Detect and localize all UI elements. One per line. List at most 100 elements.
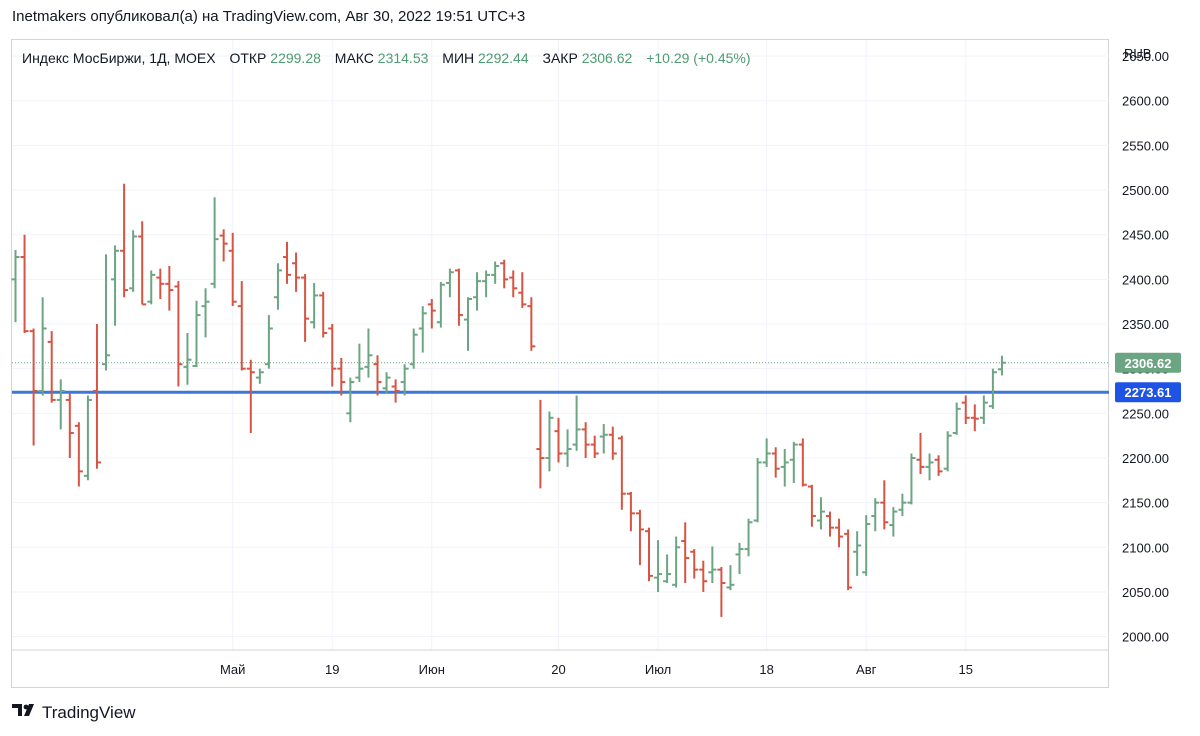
- ohlc-bar: [219, 229, 228, 262]
- ohlc-bar: [138, 221, 147, 306]
- ohlc-bar: [717, 566, 726, 617]
- ohlc-bar: [509, 270, 518, 298]
- y-tick-label: 2400.00: [1122, 272, 1169, 287]
- ohlc-bar: [174, 281, 183, 387]
- ohlc-bar: [681, 522, 690, 584]
- legend-change: +10.29 (+0.45%): [646, 50, 750, 66]
- ohlc-bar: [20, 234, 29, 333]
- y-tick-label: 2150.00: [1122, 496, 1169, 511]
- ohlc-bar: [454, 268, 463, 326]
- ohlc-bar: [943, 431, 952, 472]
- ohlc-bar: [925, 453, 934, 481]
- ohlc-bar: [292, 252, 301, 292]
- ohlc-bar: [590, 435, 599, 458]
- y-tick-label: 2050.00: [1122, 585, 1169, 600]
- ohlc-bar: [581, 422, 590, 458]
- ohlc-bar: [29, 328, 38, 446]
- legend-low-value: 2292.44: [478, 50, 529, 66]
- x-tick-label: Июл: [645, 662, 671, 677]
- ohlc-bar: [129, 230, 138, 292]
- ohlc-bar: [645, 527, 653, 582]
- ohlc-bar: [518, 272, 527, 308]
- y-tick-label: 2600.00: [1122, 94, 1169, 109]
- ohlc-bar: [355, 343, 364, 383]
- ohlc-bar: [726, 565, 735, 591]
- footer-brand: TradingView: [42, 702, 136, 722]
- ohlc-bar: [762, 438, 771, 467]
- legend-high-value: 2314.53: [378, 50, 429, 66]
- ohlc-bar: [789, 441, 798, 483]
- ohlc-bar: [183, 332, 192, 385]
- ohlc-bar: [626, 491, 635, 532]
- ohlc-bar: [635, 509, 644, 566]
- ohlc-bar: [952, 402, 961, 435]
- hline-price-badge-bg: [1115, 382, 1181, 403]
- y-tick-label: 2350.00: [1122, 317, 1169, 332]
- ohlc-bar: [255, 368, 264, 384]
- ohlc-bar: [319, 291, 328, 338]
- ohlc-bar: [436, 282, 445, 328]
- y-tick-label: 2250.00: [1122, 406, 1169, 421]
- ohlc-bar: [120, 183, 129, 298]
- ohlc-bar: [147, 270, 156, 305]
- ohlc-bar: [264, 315, 273, 369]
- ohlc-bar: [934, 455, 943, 476]
- ohlc-bar: [798, 438, 807, 487]
- ohlc-bar: [807, 484, 816, 527]
- ohlc-bar: [237, 281, 246, 371]
- last-price-badge-bg: [1115, 352, 1181, 373]
- y-tick-label: 2200.00: [1122, 451, 1169, 466]
- ohlc-bar: [38, 297, 47, 396]
- x-tick-label: 20: [551, 662, 565, 677]
- footer[interactable]: TradingView: [12, 702, 136, 723]
- ohlc-bar: [337, 357, 346, 396]
- ohlc-bar: [111, 245, 120, 326]
- ohlc-bar: [47, 331, 56, 403]
- ohlc-bar: [65, 393, 74, 458]
- ohlc-bar: [880, 480, 889, 530]
- y-tick-label: 2000.00: [1122, 630, 1169, 645]
- ohlc-bar: [907, 453, 916, 505]
- ohlc-bar: [916, 432, 925, 475]
- chart-grid: [12, 40, 1109, 650]
- ohlc-bar: [780, 449, 789, 487]
- ohlc-bar: [871, 498, 880, 532]
- legend: Индекс МосБиржи, 1Д, MOEX ОТКР 2299.28 М…: [22, 50, 751, 66]
- last-price-badge: 2306.62: [1125, 356, 1172, 371]
- legend-open-label: ОТКР: [229, 50, 266, 66]
- ohlc-bar: [599, 424, 608, 454]
- y-tick-label: 2100.00: [1122, 540, 1169, 555]
- x-tick-label: Май: [220, 662, 245, 677]
- y-tick-label: 2650.00: [1122, 49, 1169, 64]
- ohlc-bar: [328, 324, 337, 387]
- ohlc-bar: [979, 395, 988, 425]
- ohlc-bar: [11, 249, 20, 323]
- legend-high-label: МАКС: [335, 50, 374, 66]
- ohlc-bar: [708, 546, 717, 584]
- ohlc-bar: [400, 364, 409, 396]
- x-tick-label: 18: [759, 662, 773, 677]
- y-axis: 2000.00 2050.00 2100.00 2150.00 2200.00 2250.…: [1115, 49, 1181, 645]
- ohlc-bar: [273, 263, 282, 310]
- x-axis: Май 19 Июн 20 Июл 18 Авг 15: [12, 649, 1109, 677]
- ohlc-bar: [608, 426, 617, 460]
- ohlc-bar: [83, 395, 92, 481]
- x-tick-label: Июн: [419, 662, 445, 677]
- ohlc-bars: [11, 183, 1006, 617]
- ohlc-bar: [301, 273, 310, 342]
- ohlc-bar: [771, 447, 780, 478]
- y-tick-label: 2550.00: [1122, 138, 1169, 153]
- currency-label: RUB: [1124, 46, 1151, 61]
- ohlc-bar: [997, 355, 1006, 376]
- ohlc-bar: [889, 507, 898, 537]
- ohlc-bar: [210, 197, 219, 289]
- ohlc-bar: [382, 372, 391, 394]
- ohlc-bar: [690, 549, 699, 579]
- ohlc-bar: [56, 379, 65, 430]
- ohlc-bar: [753, 457, 762, 523]
- y-tick-label: 2500.00: [1122, 183, 1169, 198]
- hline-price-badge: 2273.61: [1125, 385, 1172, 400]
- tradingview-logo-icon: [12, 702, 38, 723]
- ohlc-bar: [898, 493, 907, 517]
